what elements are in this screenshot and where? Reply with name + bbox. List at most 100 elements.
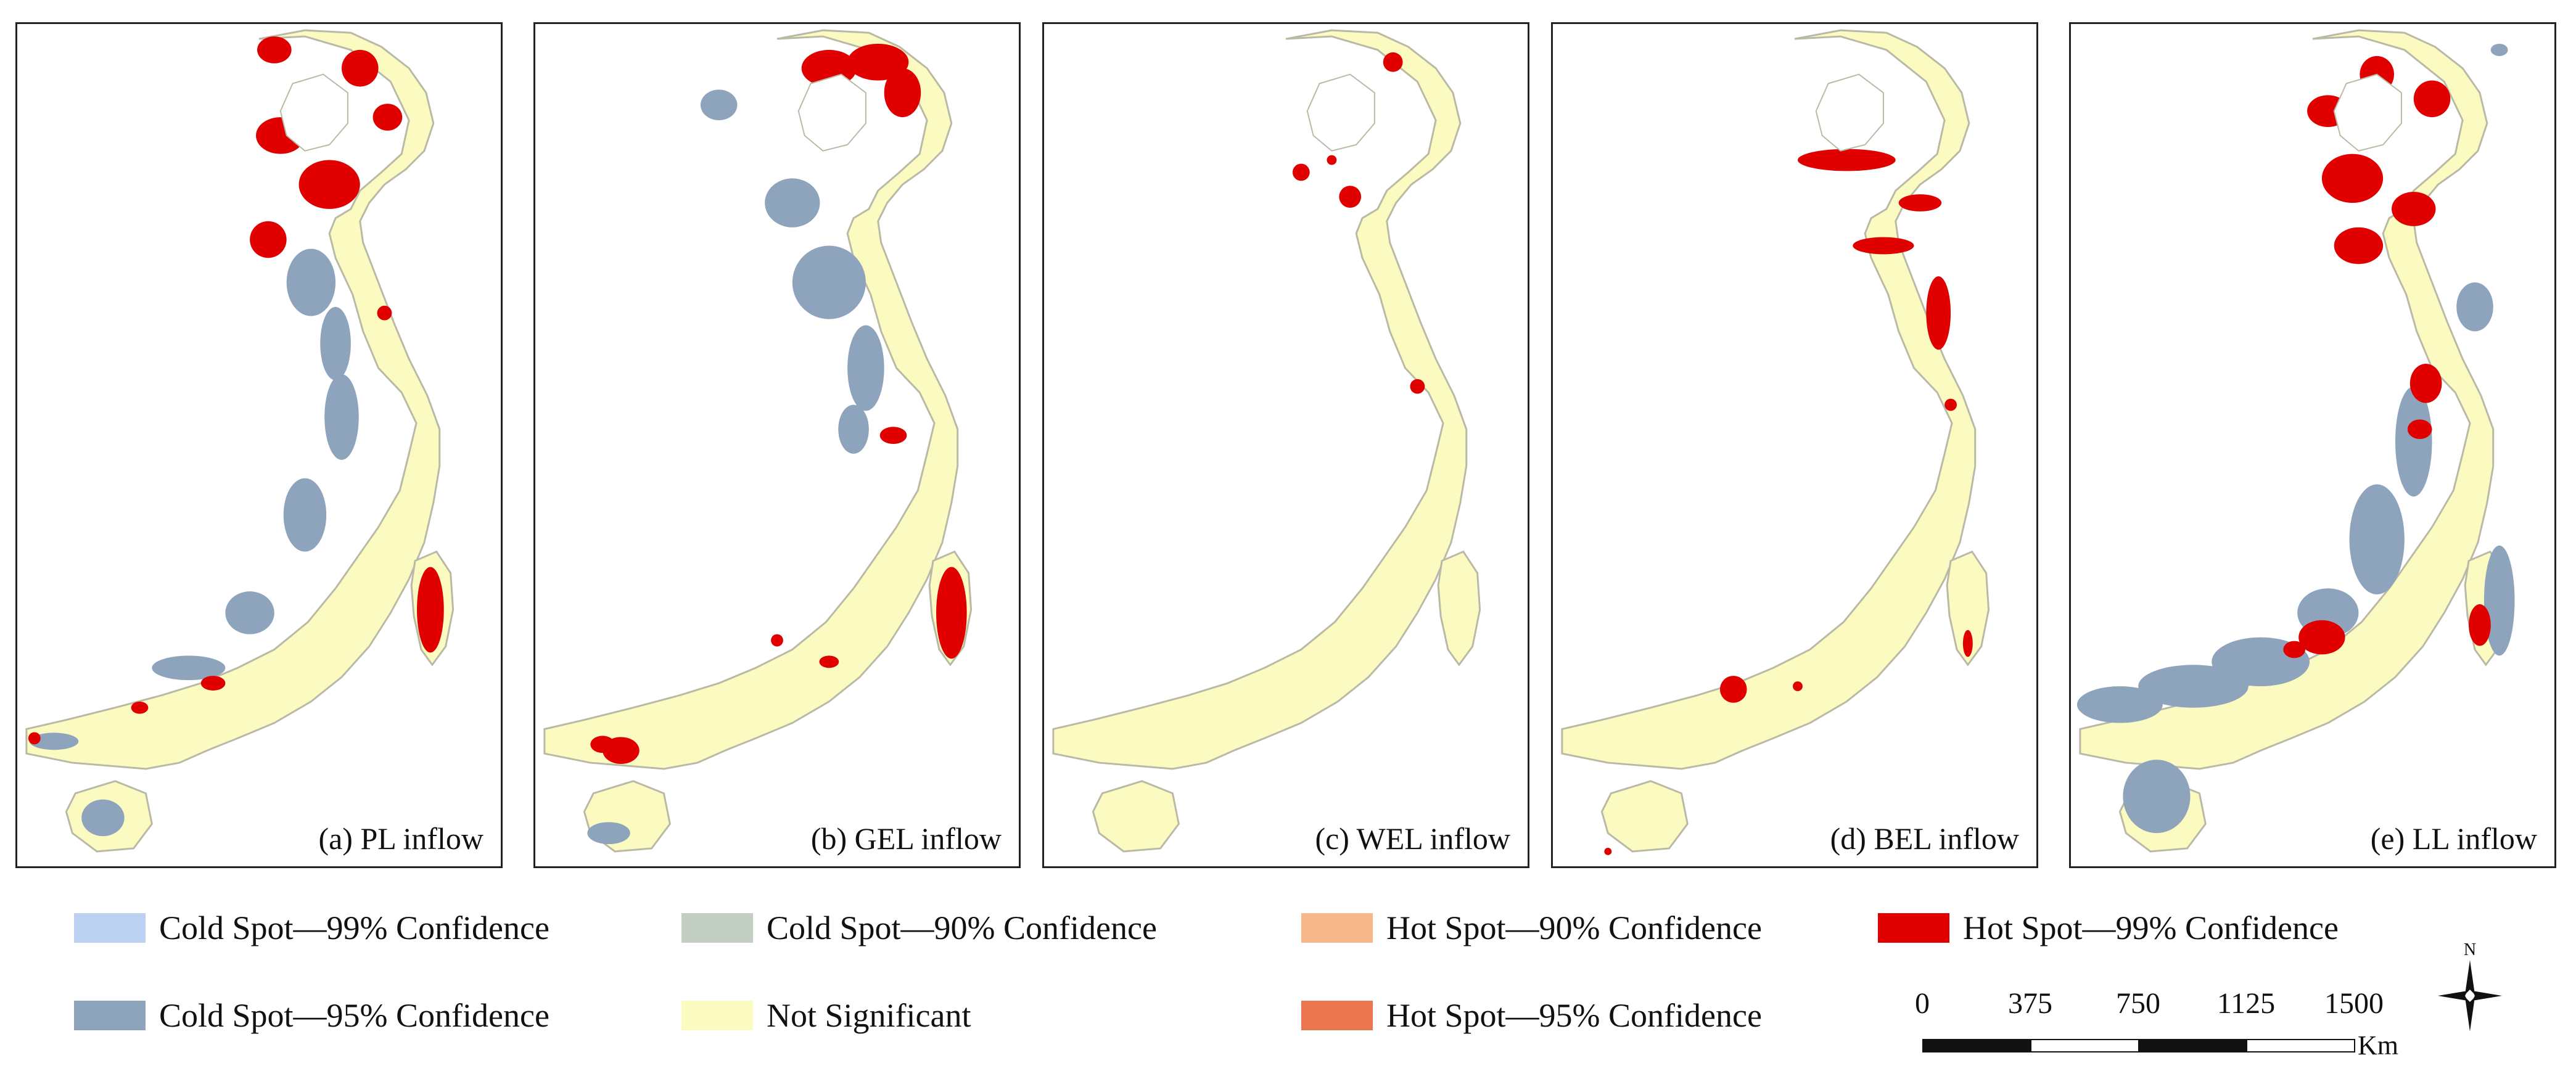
legend-label: Hot Spot—99% Confidence (1963, 909, 2339, 946)
cold-spot-95 (324, 374, 359, 460)
mainland-coast (543, 29, 959, 770)
hot-spot-99 (372, 104, 403, 131)
hot-spot-99 (2321, 154, 2384, 203)
hot-spot-99 (1292, 163, 1310, 181)
bohai-sea (797, 73, 866, 152)
cold-spot-95 (792, 245, 866, 319)
hot-spot-99 (1793, 681, 1803, 691)
cold-spot-95 (838, 404, 869, 454)
hot-spot-99 (2409, 364, 2442, 403)
hot-spot-99 (2469, 604, 2491, 646)
cold-spot-95 (2456, 282, 2493, 332)
hot-spot-99 (590, 736, 615, 753)
scale-tick-label: 375 (2008, 987, 2052, 1020)
hot-spot-99 (1962, 630, 1973, 657)
scale-segment (2138, 1039, 2247, 1052)
hot-spot-99 (1339, 186, 1362, 208)
scale-tick-label: 1500 (2324, 987, 2384, 1020)
cold-spot-95 (283, 478, 327, 552)
hot-spot-99 (2298, 620, 2345, 655)
legend-swatch-hot99 (1878, 913, 1949, 943)
legend-item-hot90: Hot Spot—90% Confidence (1301, 906, 1762, 950)
panel-caption-c: (c) WEL inflow (1315, 821, 1510, 856)
legend-swatch-hot95 (1301, 1001, 1373, 1030)
hot-spot-99 (1383, 52, 1403, 72)
cold-spot-95 (2395, 386, 2432, 497)
cold-spot-95 (2483, 545, 2515, 656)
scale-bar: 0 375 750 1125 1500 Km (1915, 987, 2398, 1061)
panel-caption-a: (a) PL inflow (318, 821, 484, 856)
hot-spot-99 (1604, 848, 1612, 855)
hot-spot-99 (819, 655, 839, 668)
legend-label: Hot Spot—95% Confidence (1386, 997, 1762, 1034)
hot-spot-99 (250, 221, 287, 258)
coast-map-c (1052, 29, 1481, 853)
cold-spot-95 (765, 178, 820, 228)
hot-spot-99 (847, 43, 909, 81)
map-panel-b: (b) GEL inflow (533, 22, 1021, 868)
hot-spot-99 (2283, 641, 2306, 658)
coast-map-b (543, 29, 973, 853)
hot-spot-99 (1719, 676, 1747, 703)
legend-item-cold90: Cold Spot—90% Confidence (681, 906, 1157, 950)
taiwan-island (1437, 550, 1481, 667)
scale-segment (2246, 1039, 2355, 1052)
cold-spot-95 (847, 325, 884, 411)
legend-item-not-significant: Not Significant (681, 994, 971, 1037)
legend-item-cold95: Cold Spot—95% Confidence (74, 994, 549, 1037)
cold-spot-95 (2490, 43, 2508, 56)
scale-segment (2030, 1039, 2139, 1052)
hot-spot-99 (2392, 192, 2436, 226)
cold-spot-95 (320, 306, 351, 380)
coast-map-a (25, 29, 455, 853)
cold-spot-95 (29, 732, 79, 750)
map-panel-d: (d) BEL inflow (1551, 22, 2038, 868)
legend-label: Cold Spot—95% Confidence (159, 997, 549, 1034)
hot-spot-99 (936, 567, 967, 659)
hot-spot-99 (417, 567, 444, 653)
cold-spot-95 (2349, 484, 2405, 595)
legend-label: Not Significant (767, 997, 971, 1034)
legend-item-hot95: Hot Spot—95% Confidence (1301, 994, 1762, 1037)
north-arrow: N (2433, 940, 2507, 1033)
hainan-island (1600, 780, 1689, 853)
hot-spot-99 (377, 305, 392, 321)
hot-spot-99 (884, 68, 921, 118)
cold-spot-95 (587, 822, 630, 845)
panel-caption-e: (e) LL inflow (2370, 821, 2537, 856)
legend-item-hot99: Hot Spot—99% Confidence (1878, 906, 2339, 950)
cold-spot-95 (81, 799, 125, 837)
cold-spot-95 (700, 89, 738, 121)
hot-spot-99 (1797, 149, 1896, 171)
cold-spot-95 (2123, 760, 2191, 834)
bohai-sea (1306, 73, 1375, 152)
hot-spot-99 (200, 676, 226, 691)
hot-spot-99 (1898, 194, 1942, 211)
legend-label: Cold Spot—99% Confidence (159, 909, 549, 946)
hot-spot-99 (257, 36, 292, 64)
hot-spot-99 (2334, 227, 2384, 265)
bohai-sea (279, 73, 348, 152)
hot-spot-99 (341, 49, 379, 87)
cold-spot-95 (225, 591, 274, 634)
hot-spot-99 (771, 634, 783, 647)
legend-label: Cold Spot—90% Confidence (767, 909, 1157, 946)
hot-spot-99 (1327, 155, 1337, 165)
north-arrow-icon (2438, 960, 2502, 1032)
scale-segment (1922, 1039, 2031, 1052)
mainland-coast (1052, 29, 1468, 770)
hot-spot-99 (28, 732, 41, 745)
hot-spot-99 (1853, 237, 1914, 255)
bohai-sea (1815, 73, 1884, 152)
hot-spot-99 (1410, 379, 1425, 394)
coast-map-e (2076, 29, 2515, 853)
legend-label: Hot Spot—90% Confidence (1386, 909, 1762, 946)
legend-swatch-cold99 (74, 913, 146, 943)
map-panel-e: (e) LL inflow (2069, 22, 2556, 868)
map-panel-c: (c) WEL inflow (1042, 22, 1529, 868)
hot-spot-99 (1944, 398, 1957, 411)
legend-swatch-hot90 (1301, 913, 1373, 943)
legend: Cold Spot—99% Confidence Cold Spot—90% C… (0, 906, 2576, 1067)
coast-map-d (1561, 29, 1990, 855)
hot-spot-99 (879, 427, 907, 445)
